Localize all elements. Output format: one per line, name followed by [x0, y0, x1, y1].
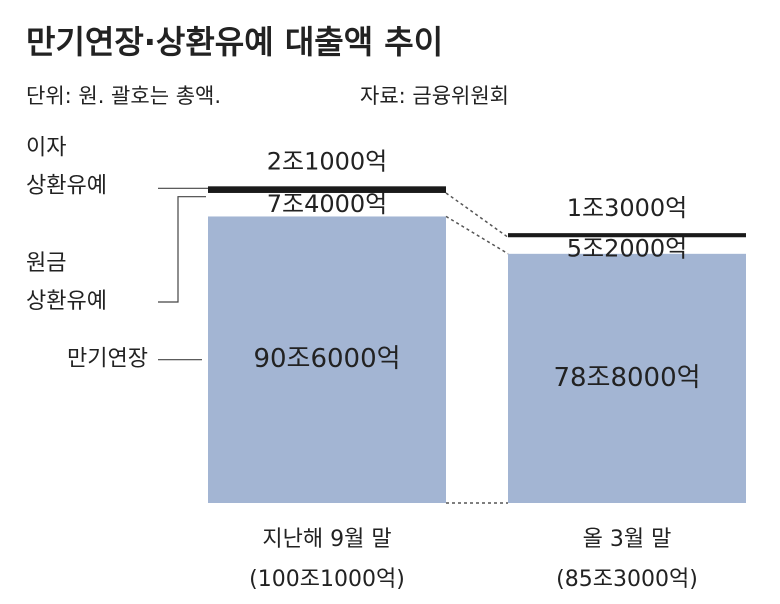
- value-label: 7조4000억: [267, 190, 388, 218]
- legend-label-line: 이자: [26, 135, 66, 160]
- bar-segment: [508, 253, 746, 503]
- total-label: (85조3000억): [556, 567, 698, 592]
- value-label: 78조8000억: [553, 363, 700, 393]
- legend-label: 만기연장: [67, 347, 148, 372]
- value-label: 90조6000억: [253, 344, 400, 374]
- source: 자료: 금융위원회: [360, 84, 509, 108]
- bar-segment: [208, 186, 446, 193]
- bar-segment: [208, 216, 446, 503]
- legend-label-line: 상환유예: [26, 173, 107, 198]
- legend-label-line: 원금: [26, 251, 66, 276]
- chart-title: 만기연장·상환유예 대출액 추이: [26, 23, 443, 61]
- x-tick-label: 지난해 9월 말: [262, 527, 391, 552]
- subtitle: 단위: 원. 괄호는 총액.: [26, 84, 221, 108]
- total-label: (100조1000억): [249, 567, 405, 592]
- value-label: 1조3000억: [567, 194, 688, 222]
- bar-segment: [508, 233, 746, 238]
- legend-label-line: 상환유예: [26, 289, 107, 314]
- bar-segment: [508, 237, 746, 254]
- x-tick-label: 올 3월 말: [583, 527, 672, 552]
- bar-segment: [208, 192, 446, 217]
- connector: [445, 215, 509, 255]
- connector: [445, 192, 509, 238]
- leader-line: [158, 196, 206, 303]
- value-label: 2조1000억: [267, 147, 388, 175]
- value-label: 5조2000억: [567, 234, 688, 262]
